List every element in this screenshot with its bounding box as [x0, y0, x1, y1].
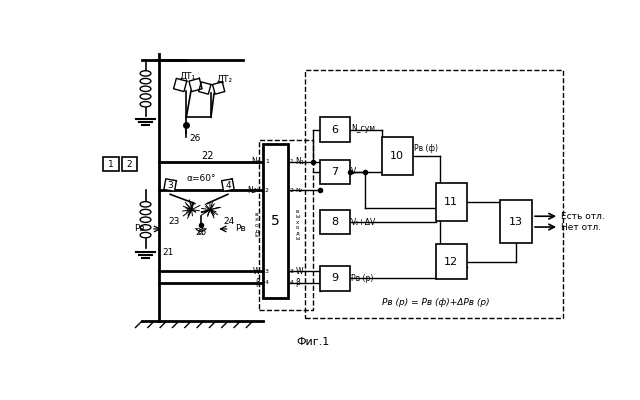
Text: 2: 2 [265, 188, 269, 193]
Bar [262, 144, 288, 298]
Text: 22: 22 [201, 151, 213, 161]
Text: β: β [255, 278, 260, 287]
Text: 4: 4 [289, 280, 294, 285]
Text: 2: 2 [289, 188, 294, 193]
Bar [103, 157, 118, 171]
Text: 21: 21 [163, 248, 174, 256]
Bar [436, 183, 467, 221]
Text: 12: 12 [444, 257, 458, 267]
Text: 23: 23 [168, 217, 180, 226]
Bar [320, 117, 349, 142]
Bar [436, 244, 467, 279]
Bar [382, 136, 413, 175]
Text: N₁: N₁ [296, 158, 305, 166]
Text: V₀+ΔV: V₀+ΔV [351, 218, 376, 226]
Text: 4: 4 [225, 180, 230, 190]
Ellipse shape [140, 102, 151, 107]
Ellipse shape [140, 217, 151, 222]
Text: Pв (ф): Pв (ф) [414, 144, 438, 152]
Text: 24: 24 [224, 217, 235, 226]
Text: 2: 2 [127, 160, 132, 169]
Polygon shape [212, 82, 225, 94]
Bar [305, 70, 563, 318]
Bar [122, 157, 137, 171]
Text: α: α [198, 227, 204, 236]
Text: Pв: Pв [134, 224, 145, 234]
Text: 26: 26 [189, 134, 201, 143]
Text: N₂: N₂ [247, 186, 256, 195]
Text: в
ы
х
о
д
ы: в ы х о д ы [295, 209, 300, 241]
Text: W: W [296, 267, 303, 276]
Text: 1: 1 [289, 160, 293, 164]
Text: Pв (р) = Pв (ф)+ΔPв (р): Pв (р) = Pв (ф)+ΔPв (р) [382, 298, 490, 306]
Text: N_сум: N_сум [351, 124, 375, 133]
Text: Pв (р): Pв (р) [351, 274, 374, 283]
Text: 8: 8 [332, 217, 339, 227]
Text: ДТ₁: ДТ₁ [180, 72, 196, 81]
Text: 6: 6 [332, 125, 339, 135]
Text: N₂: N₂ [253, 188, 260, 193]
Ellipse shape [140, 225, 151, 230]
Text: 1: 1 [265, 160, 269, 164]
Text: в
х
о
д
ы: в х о д ы [254, 212, 259, 238]
Polygon shape [173, 78, 187, 92]
Text: 3: 3 [265, 269, 269, 274]
Bar [500, 200, 532, 243]
Text: 7: 7 [332, 167, 339, 177]
Polygon shape [189, 78, 202, 92]
Text: N₂: N₂ [296, 188, 303, 193]
Ellipse shape [140, 71, 151, 76]
Text: 25: 25 [195, 228, 207, 237]
Text: 11: 11 [444, 197, 458, 207]
Ellipse shape [140, 232, 151, 238]
Polygon shape [221, 179, 234, 191]
Ellipse shape [140, 78, 151, 84]
Text: Фиг.1: Фиг.1 [296, 337, 329, 347]
Text: α=60°: α=60° [186, 174, 216, 183]
Text: 1: 1 [108, 160, 114, 169]
Text: 3: 3 [167, 180, 173, 190]
Text: Pв: Pв [236, 224, 246, 234]
Ellipse shape [140, 86, 151, 92]
Text: V: V [351, 168, 356, 176]
Text: 5: 5 [271, 214, 280, 228]
Ellipse shape [140, 94, 151, 99]
Text: 9: 9 [332, 273, 339, 283]
Text: 4: 4 [265, 280, 269, 285]
Text: Есть отл.: Есть отл. [561, 212, 604, 221]
Text: 13: 13 [509, 217, 523, 227]
Ellipse shape [140, 202, 151, 207]
Text: 3: 3 [289, 269, 294, 274]
Text: ДТ₂: ДТ₂ [216, 74, 232, 83]
Ellipse shape [140, 209, 151, 215]
Text: β: β [296, 278, 301, 287]
Text: W: W [253, 267, 260, 276]
Text: N₁: N₁ [252, 158, 260, 166]
Text: 10: 10 [390, 151, 404, 161]
Polygon shape [164, 179, 177, 191]
Bar [259, 140, 312, 310]
Bar [320, 210, 349, 234]
Text: Нет отл.: Нет отл. [561, 222, 601, 232]
Bar [320, 266, 349, 290]
Bar [320, 160, 349, 184]
Polygon shape [198, 82, 211, 94]
